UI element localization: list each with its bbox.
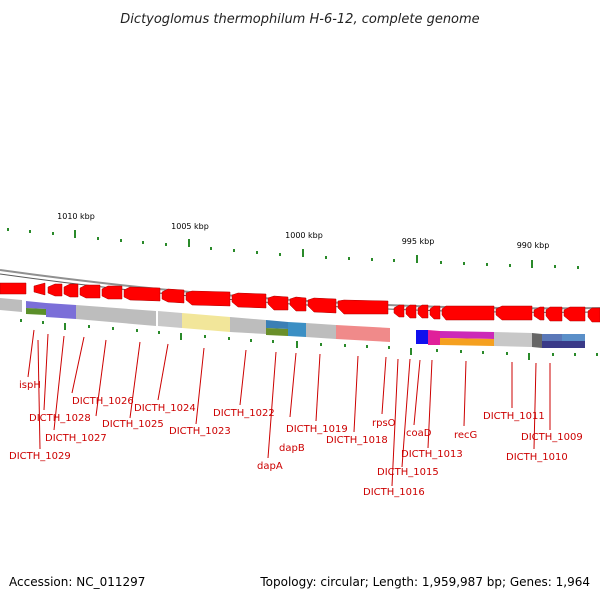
gene-label-dicth-1025[interactable]: DICTH_1025 (102, 419, 164, 430)
gene-label-dicth-1015[interactable]: DICTH_1015 (377, 467, 439, 478)
gene-label-dicth-1009[interactable]: DICTH_1009 (521, 432, 583, 443)
scale-label-1010: 1010 kbp (57, 212, 95, 221)
scale-ticks (7, 228, 579, 269)
feature-band (0, 298, 585, 348)
accession-text: Accession: NC_011297 (9, 575, 145, 589)
gene-label-dicth-1018[interactable]: DICTH_1018 (326, 435, 388, 446)
gene-label-dicth-1023[interactable]: DICTH_1023 (169, 426, 231, 437)
gene-label-dicth-1016[interactable]: DICTH_1016 (363, 487, 425, 498)
inner-ticks (20, 319, 598, 360)
gene-label-recG[interactable]: recG (454, 430, 477, 441)
gene-arrows (0, 282, 600, 323)
gene-label-dicth-1019[interactable]: DICTH_1019 (286, 424, 348, 435)
gene-label-dicth-1013[interactable]: DICTH_1013 (401, 449, 463, 460)
scale-label-1005: 1005 kbp (171, 222, 209, 231)
gene-label-dicth-1010[interactable]: DICTH_1010 (506, 452, 568, 463)
gene-label-dicth-1022[interactable]: DICTH_1022 (213, 408, 275, 419)
gene-label-dicth-1026[interactable]: DICTH_1026 (72, 396, 134, 407)
gene-label-rpsO[interactable]: rpsO (372, 418, 396, 429)
gene-label-dicth-1024[interactable]: DICTH_1024 (134, 403, 196, 414)
scale-label-995: 995 kbp (402, 237, 435, 246)
gene-label-dicth-1029[interactable]: DICTH_1029 (9, 451, 71, 462)
gene-label-dicth-1028[interactable]: DICTH_1028 (29, 413, 91, 424)
leader-lines (27, 329, 551, 487)
scale-label-990: 990 kbp (517, 241, 550, 250)
gene-labels: ispH DICTH_1028 DICTH_1029 DICTH_1027 DI… (9, 380, 583, 498)
gene-label-dapB[interactable]: dapB (279, 443, 305, 454)
gene-label-dapA[interactable]: dapA (257, 461, 283, 472)
gene-label-coaD[interactable]: coaD (406, 428, 432, 439)
scale-label-1000: 1000 kbp (285, 231, 323, 240)
gene-label-dicth-1027[interactable]: DICTH_1027 (45, 433, 107, 444)
map-title: Dictyoglomus thermophilum H-6-12, comple… (120, 12, 479, 27)
topology-text: Topology: circular; Length: 1,959,987 bp… (259, 575, 590, 589)
gene-label-ispH[interactable]: ispH (19, 380, 41, 391)
gene-label-dicth-1011[interactable]: DICTH_1011 (483, 411, 545, 422)
